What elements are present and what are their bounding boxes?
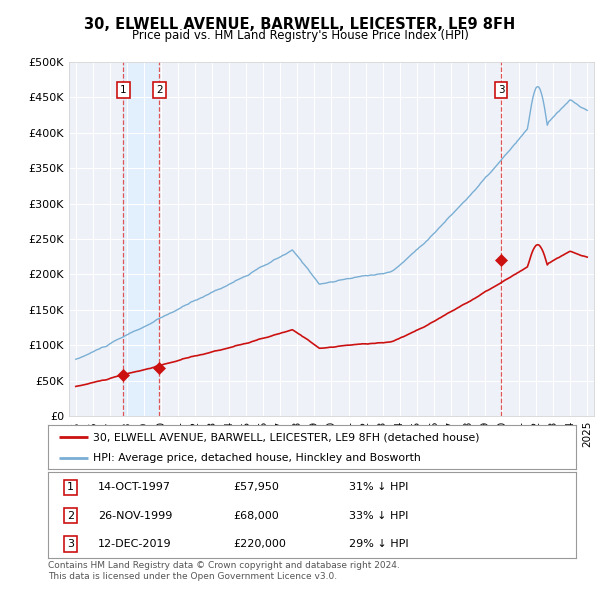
Text: Price paid vs. HM Land Registry's House Price Index (HPI): Price paid vs. HM Land Registry's House …	[131, 30, 469, 42]
Text: 30, ELWELL AVENUE, BARWELL, LEICESTER, LE9 8FH (detached house): 30, ELWELL AVENUE, BARWELL, LEICESTER, L…	[93, 432, 479, 442]
Text: 29% ↓ HPI: 29% ↓ HPI	[349, 539, 409, 549]
Text: 3: 3	[67, 539, 74, 549]
Text: 2: 2	[67, 510, 74, 520]
Text: 26-NOV-1999: 26-NOV-1999	[98, 510, 173, 520]
Text: 1: 1	[120, 86, 127, 95]
Text: £220,000: £220,000	[233, 539, 286, 549]
Text: 1: 1	[67, 483, 74, 493]
Text: Contains HM Land Registry data © Crown copyright and database right 2024.: Contains HM Land Registry data © Crown c…	[48, 560, 400, 569]
Text: 2: 2	[156, 86, 163, 95]
Text: £57,950: £57,950	[233, 483, 278, 493]
Text: 12-DEC-2019: 12-DEC-2019	[98, 539, 172, 549]
Bar	[124, 62, 160, 416]
Text: 33% ↓ HPI: 33% ↓ HPI	[349, 510, 409, 520]
Text: 14-OCT-1997: 14-OCT-1997	[98, 483, 171, 493]
Text: HPI: Average price, detached house, Hinckley and Bosworth: HPI: Average price, detached house, Hinc…	[93, 453, 421, 463]
Text: 31% ↓ HPI: 31% ↓ HPI	[349, 483, 409, 493]
Text: 30, ELWELL AVENUE, BARWELL, LEICESTER, LE9 8FH: 30, ELWELL AVENUE, BARWELL, LEICESTER, L…	[85, 17, 515, 31]
Text: £68,000: £68,000	[233, 510, 278, 520]
Text: 3: 3	[498, 86, 505, 95]
Text: This data is licensed under the Open Government Licence v3.0.: This data is licensed under the Open Gov…	[48, 572, 337, 581]
